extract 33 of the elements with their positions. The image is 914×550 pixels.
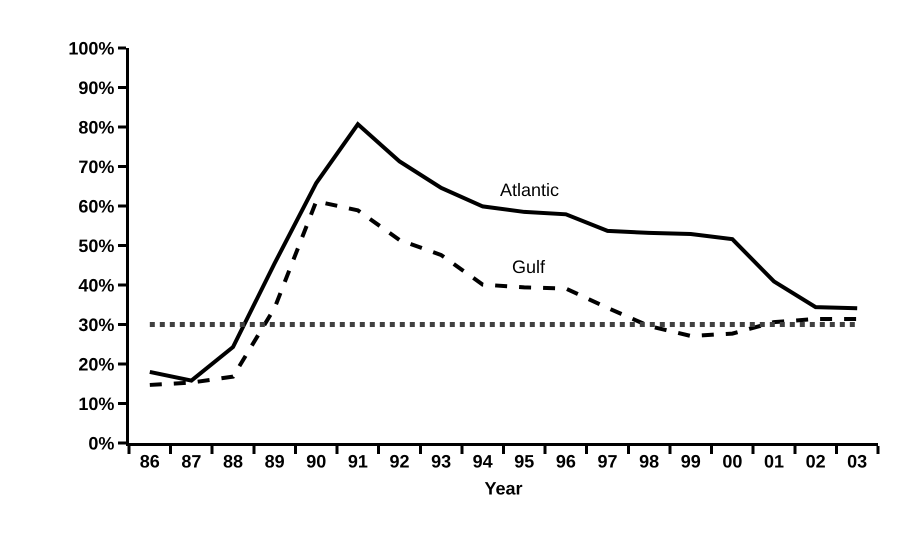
y-tick-label: 10% [78,394,114,414]
x-tick-label: 86 [140,452,160,472]
x-tick-label: 93 [431,452,452,472]
x-tick-label: 88 [223,452,244,472]
series-label: Gulf [512,257,546,277]
y-tick-label: 50% [78,236,114,256]
x-tick-label: 99 [680,452,701,472]
x-tick-label: 96 [556,452,576,472]
x-tick-label: 94 [472,452,493,472]
x-tick-label: 01 [764,452,784,472]
x-tick-label: 91 [348,452,368,472]
x-tick-label: 03 [847,452,868,472]
x-tick-label: 92 [389,452,410,472]
y-tick-label: 80% [78,117,114,138]
x-tick-label: 87 [181,452,202,472]
x-tick-label: 90 [306,452,326,472]
y-tick-label: 0% [88,433,114,454]
x-tick-label: 95 [514,452,534,472]
series-label: Atlantic [500,180,560,200]
line-series [148,122,860,383]
y-tick-label: 70% [78,156,114,177]
x-tick-label: 89 [264,452,285,472]
x-tick-label: 02 [806,452,826,472]
y-tick-label: 90% [78,78,114,98]
x-axis-title: Year [484,478,523,499]
y-tick-label: 20% [78,354,114,374]
y-tick-label: 30% [78,314,114,335]
y-tick-label: 100% [68,38,114,58]
y-tick-label: 40% [78,275,114,296]
x-tick-label: 97 [598,452,618,472]
x-tick-label: 00 [722,452,742,472]
y-tick-label: 60% [78,196,114,216]
x-tick-label: 98 [639,452,660,472]
